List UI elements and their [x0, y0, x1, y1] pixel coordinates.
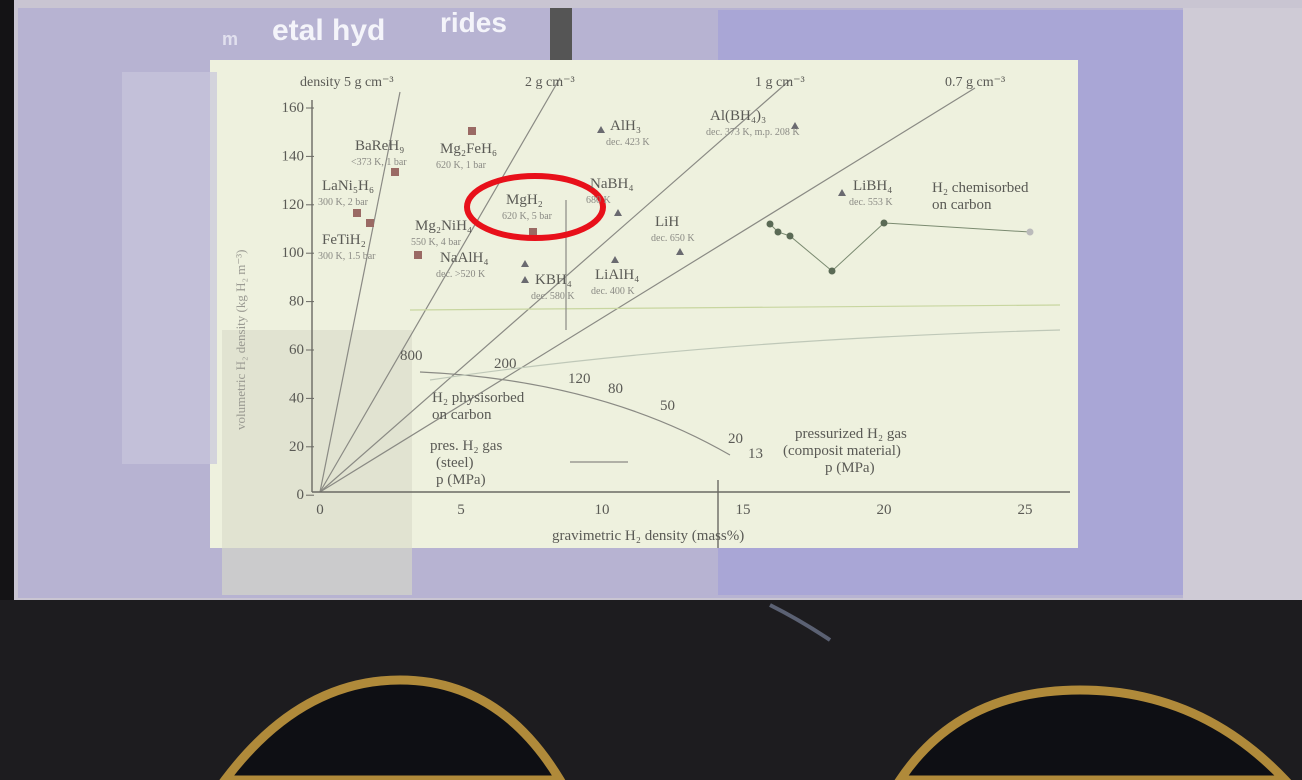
compound-label: AlH₃ — [610, 118, 641, 134]
compound-label: NaAlH₄ — [440, 250, 489, 266]
compound-note: dec. 580 K — [531, 291, 575, 302]
ghost — [222, 330, 412, 595]
frame — [550, 8, 572, 63]
compound-note: 620 K, 5 bar — [502, 211, 553, 222]
compound-note: dec. 400 K — [591, 286, 635, 297]
compound-label: FeTiH₂ — [322, 232, 366, 248]
compound-note: dec. 553 K — [849, 197, 893, 208]
annotation: on carbon — [432, 407, 492, 423]
x-tick-label: 20 — [877, 502, 892, 518]
density-lines — [319, 77, 1061, 493]
y-tick-label: 160 — [282, 100, 305, 116]
ghost — [122, 72, 217, 464]
y-tick-label: 100 — [282, 245, 305, 261]
pressure-label: 120 — [568, 371, 591, 387]
compound-label: LiAlH₄ — [595, 267, 639, 283]
density-label: 2 g cm⁻³ — [525, 75, 575, 90]
annotation: (composit material) — [783, 443, 901, 459]
compound-note: <373 K, 1 bar — [351, 157, 407, 168]
density-label: density 5 g cm⁻³ — [300, 75, 394, 90]
annotation: p (MPa) — [825, 460, 875, 476]
compound-note: 300 K, 2 bar — [318, 197, 369, 208]
compound-label: BaReH₉ — [355, 138, 404, 154]
chair-left — [219, 675, 566, 780]
x-tick-label: 5 — [457, 502, 465, 518]
compound-label: Mg₂NiH₄ — [415, 218, 472, 234]
y-tick-label: 20 — [289, 439, 304, 455]
annotation: on carbon — [932, 197, 992, 213]
compound-label: LiBH₄ — [853, 178, 892, 194]
square-markers — [353, 127, 537, 259]
axes — [311, 100, 1070, 548]
y-tick-label: 80 — [289, 294, 304, 310]
chemisorbed-dots — [766, 219, 1034, 275]
compound-note: 300 K, 1.5 bar — [318, 251, 376, 262]
x-tick-label: 15 — [736, 502, 751, 518]
annotation: H₂ physisorbed — [432, 390, 525, 406]
pressure-label: 13 — [748, 446, 763, 462]
y-tick-label: 0 — [297, 487, 305, 503]
pressure-label: 200 — [494, 356, 517, 372]
compound-label: LiH — [655, 214, 679, 230]
annotation: H₂ chemisorbed — [932, 180, 1029, 196]
compound-note: dec. 650 K — [651, 233, 695, 244]
compound-note: 620 K, 1 bar — [436, 160, 487, 171]
density-label: 0.7 g cm⁻³ — [945, 75, 1005, 90]
y-axis-label: volumetric H₂ density (kg H₂ m⁻³) — [233, 250, 248, 431]
y-tick-label: 140 — [282, 148, 305, 164]
screen-margin — [1183, 8, 1302, 600]
compound-note: dec. 373 K, m.p. 208 K — [706, 127, 800, 138]
pressure-label: 80 — [608, 381, 623, 397]
compound-label: MgH₂ — [506, 192, 543, 208]
reflection — [769, 603, 832, 642]
pressure-label: 20 — [728, 431, 743, 447]
pressure-label: 800 — [400, 348, 423, 364]
compound-label: LaNi₅H₆ — [322, 178, 374, 194]
compound-note: 680 K — [586, 195, 612, 206]
y-tick-label: 120 — [282, 197, 305, 213]
compound-label: Mg₂FeH₆ — [440, 141, 497, 157]
compound-note: 550 K, 4 bar — [411, 237, 462, 248]
chair-right — [894, 685, 1292, 780]
x-tick-label: 0 — [316, 502, 324, 518]
compound-note: dec. >520 K — [436, 269, 486, 280]
annotation: pressurized H₂ gas — [795, 426, 907, 442]
annotation: (steel) — [436, 455, 473, 471]
density-label: 1 g cm⁻³ — [755, 75, 805, 90]
annotation: pres. H₂ gas — [430, 438, 502, 454]
annotation: p (MPa) — [436, 472, 486, 488]
compound-note: dec. 423 K — [606, 137, 650, 148]
y-tick-label: 60 — [289, 342, 304, 358]
y-tick-label: 40 — [289, 390, 304, 406]
x-axis-label: gravimetric H₂ density (mass%) — [552, 528, 744, 544]
compound-label: NaBH₄ — [590, 176, 634, 192]
x-tick-label: 25 — [1018, 502, 1033, 518]
compound-label: KBH₄ — [535, 272, 572, 288]
title-part: m — [222, 29, 238, 49]
left-edge — [0, 0, 14, 780]
compound-label: Al(BH₄)₃ — [710, 108, 766, 124]
x-tick-label: 10 — [595, 502, 610, 518]
highlight-circle — [464, 173, 606, 241]
title-part: etal hyd — [272, 14, 385, 47]
pressure-label: 50 — [660, 398, 675, 414]
title-part: rides — [440, 7, 507, 38]
